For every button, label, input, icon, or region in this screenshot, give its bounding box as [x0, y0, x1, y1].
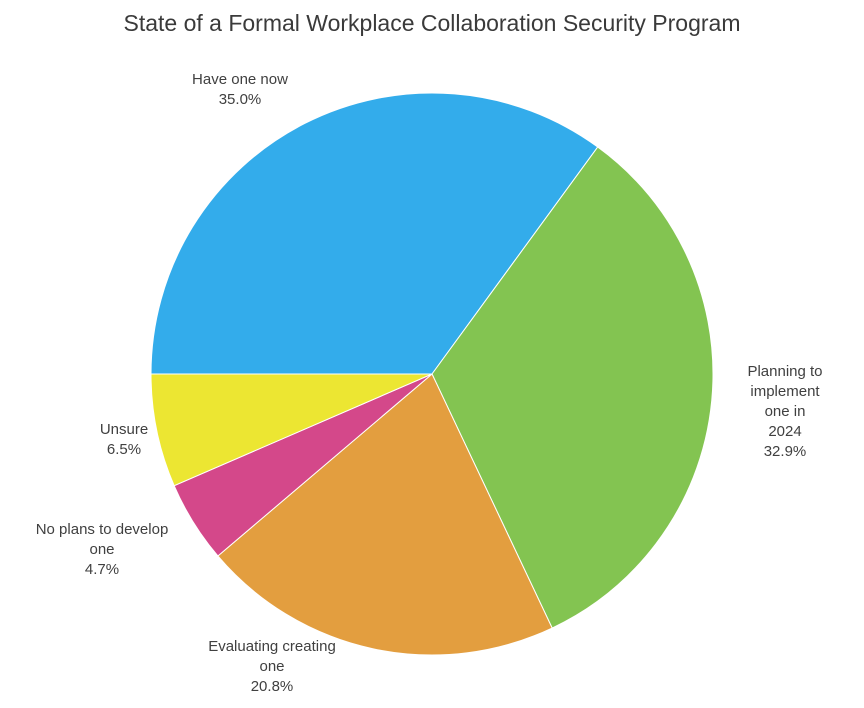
slice-label: Have one now 35.0% — [192, 70, 288, 110]
pie-slice-planning-to-implement-one-in-2024 — [431, 146, 714, 629]
pie-slice-have-one-now — [150, 92, 599, 375]
pie-slice-evaluating-creating-one — [217, 373, 553, 656]
slice-label-value: 6.5% — [106, 441, 142, 458]
slice-label-name: Planning to implement one in 2024 — [747, 363, 823, 440]
slice-label-value: 32.9% — [763, 443, 807, 460]
pie-slice-unsure — [150, 373, 433, 487]
slice-label-value: 35.0% — [218, 91, 262, 108]
slice-label-name: No plans to develop one — [35, 521, 169, 558]
slice-label: No plans to develop one 4.7% — [36, 520, 169, 580]
chart-title: State of a Formal Workplace Collaboratio… — [123, 10, 741, 36]
slice-label: Evaluating creating one 20.8% — [208, 637, 336, 697]
slice-label-name: Evaluating creating one — [208, 638, 336, 675]
slice-label-value: 20.8% — [250, 678, 294, 695]
slice-label-name: Have one now — [192, 71, 288, 88]
slice-label-value: 4.7% — [84, 561, 120, 578]
slice-label-name: Unsure — [99, 421, 149, 438]
slice-label: Unsure 6.5% — [100, 420, 148, 460]
slice-label: Planning to implement one in 2024 32.9% — [746, 362, 825, 462]
